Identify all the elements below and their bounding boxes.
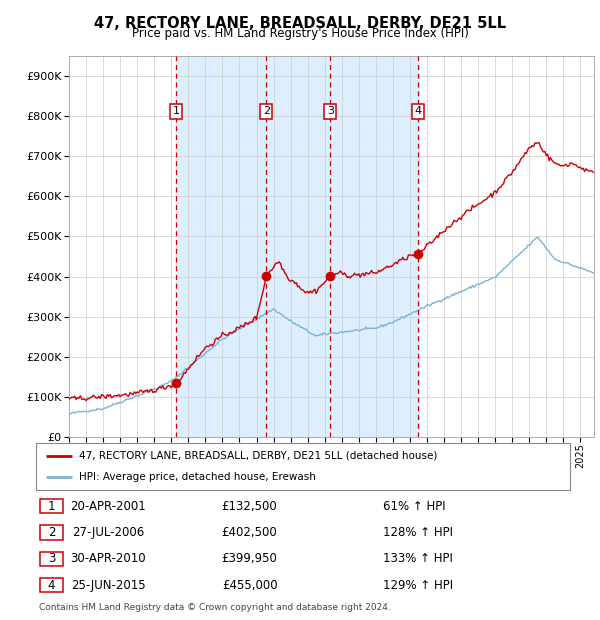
Text: 129% ↑ HPI: 129% ↑ HPI [383, 578, 453, 591]
Text: 128% ↑ HPI: 128% ↑ HPI [383, 526, 453, 539]
Text: 2: 2 [263, 106, 270, 116]
Text: Contains HM Land Registry data © Crown copyright and database right 2024.: Contains HM Land Registry data © Crown c… [39, 603, 391, 613]
Text: 30-APR-2010: 30-APR-2010 [70, 552, 146, 565]
Text: 25-JUN-2015: 25-JUN-2015 [71, 578, 145, 591]
Text: £132,500: £132,500 [222, 500, 277, 513]
Text: 3: 3 [327, 106, 334, 116]
Text: 47, RECTORY LANE, BREADSALL, DERBY, DE21 5LL (detached house): 47, RECTORY LANE, BREADSALL, DERBY, DE21… [79, 451, 437, 461]
Text: £402,500: £402,500 [222, 526, 277, 539]
Text: 20-APR-2001: 20-APR-2001 [70, 500, 146, 513]
Bar [40, 578, 63, 592]
Bar [40, 525, 63, 539]
Text: £399,950: £399,950 [221, 552, 278, 565]
Text: 4: 4 [415, 106, 422, 116]
Text: 61% ↑ HPI: 61% ↑ HPI [383, 500, 446, 513]
Bar [40, 552, 63, 566]
Text: 133% ↑ HPI: 133% ↑ HPI [383, 552, 453, 565]
Text: Price paid vs. HM Land Registry's House Price Index (HPI): Price paid vs. HM Land Registry's House … [131, 27, 469, 40]
Text: £455,000: £455,000 [222, 578, 277, 591]
Text: 47, RECTORY LANE, BREADSALL, DERBY, DE21 5LL: 47, RECTORY LANE, BREADSALL, DERBY, DE21… [94, 16, 506, 30]
Text: 2: 2 [48, 526, 55, 539]
Text: 27-JUL-2006: 27-JUL-2006 [72, 526, 144, 539]
Text: 1: 1 [173, 106, 180, 116]
Text: HPI: Average price, detached house, Erewash: HPI: Average price, detached house, Erew… [79, 472, 316, 482]
Text: 3: 3 [48, 552, 55, 565]
Bar [40, 499, 63, 513]
Bar [176, 56, 418, 437]
Text: 4: 4 [48, 578, 55, 591]
Text: 1: 1 [48, 500, 55, 513]
